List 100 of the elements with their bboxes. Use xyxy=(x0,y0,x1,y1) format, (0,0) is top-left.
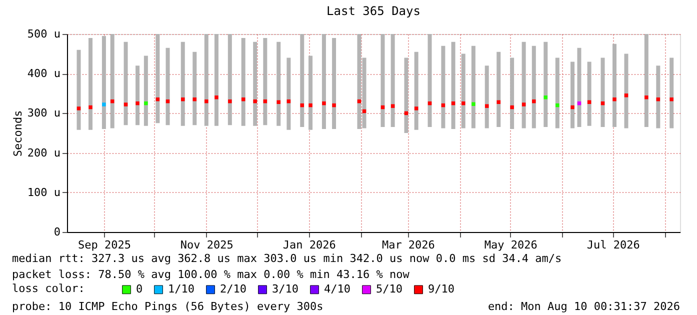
point xyxy=(88,105,92,110)
chart-title: Last 365 Days xyxy=(326,4,420,18)
bar xyxy=(522,42,526,128)
bar xyxy=(414,52,418,130)
x-tick-label: Mar 2026 xyxy=(382,238,435,252)
y-axis-title: Seconds xyxy=(11,110,24,157)
bar xyxy=(441,46,446,128)
bar xyxy=(404,58,408,133)
bar xyxy=(644,34,648,128)
point xyxy=(308,103,312,108)
point xyxy=(102,102,106,106)
x-tick-label: Nov 2025 xyxy=(180,238,234,252)
bar xyxy=(124,42,128,126)
bar xyxy=(136,66,140,126)
bar xyxy=(204,34,208,126)
bar xyxy=(428,34,432,128)
y-tick-label: 0 xyxy=(54,226,60,238)
bar xyxy=(510,58,514,130)
point xyxy=(414,106,418,110)
bar xyxy=(286,58,291,130)
bar xyxy=(670,58,674,128)
legend-label: 0 xyxy=(136,282,143,296)
bar xyxy=(624,54,628,128)
y-tick-label: 100 u xyxy=(27,186,60,199)
point xyxy=(612,97,616,102)
bar xyxy=(544,42,548,128)
bar xyxy=(532,46,536,128)
bar xyxy=(192,52,197,126)
bar xyxy=(577,48,582,128)
point xyxy=(510,105,514,110)
x-tick-label: Sep 2025 xyxy=(78,238,131,252)
point xyxy=(522,102,526,106)
text: end: Mon Aug 10 00:31:37 2026 xyxy=(488,300,680,313)
point xyxy=(496,100,500,104)
bar xyxy=(451,42,456,130)
text: probe: 10 ICMP Echo Pings (56 Bytes) every 300s xyxy=(12,300,324,313)
point xyxy=(670,97,674,102)
bar xyxy=(156,34,160,124)
bar xyxy=(253,42,258,126)
point xyxy=(124,102,128,106)
point xyxy=(390,104,395,108)
bar xyxy=(612,44,616,128)
bar xyxy=(308,56,313,130)
legend-label: 2/10 xyxy=(220,282,246,296)
point xyxy=(276,100,280,104)
bar xyxy=(300,34,304,128)
bar xyxy=(496,52,501,128)
point xyxy=(556,103,560,108)
point xyxy=(253,99,257,104)
bar xyxy=(263,38,268,126)
point xyxy=(144,101,148,106)
point xyxy=(532,99,536,104)
x-tick-label: Jan 2026 xyxy=(282,238,336,252)
y-tick-label: 200 u xyxy=(27,146,60,160)
x-tick-label: Jul 2026 xyxy=(586,238,640,252)
bar xyxy=(180,42,185,126)
bar xyxy=(166,48,170,126)
legend-label: 4/10 xyxy=(324,282,350,296)
point xyxy=(322,101,326,106)
point xyxy=(76,106,81,110)
bar xyxy=(102,36,106,130)
legend-label: 1/10 xyxy=(168,282,194,296)
point xyxy=(624,94,628,98)
point xyxy=(181,97,185,102)
bar xyxy=(214,34,218,126)
point xyxy=(332,103,336,108)
bar xyxy=(555,58,560,128)
bar xyxy=(110,34,114,128)
bar xyxy=(380,34,385,128)
point xyxy=(570,105,574,110)
point xyxy=(472,102,476,106)
x-tick-label: May 2026 xyxy=(484,238,538,252)
legend-title: loss color: xyxy=(12,282,85,295)
text: packet loss: 78.50 % avg 100.00 % max 0.00 % min 43.16 % now xyxy=(12,268,410,281)
bar xyxy=(461,54,466,128)
bar xyxy=(241,38,246,126)
point xyxy=(136,101,140,106)
point xyxy=(228,99,232,104)
y-tick-label: 400 u xyxy=(27,67,60,80)
bar xyxy=(390,34,395,128)
bar xyxy=(88,38,93,130)
text: median rtt: 327.3 us avg 362.8 us max 303.0 us min 342.0 us now 0.0 ms sd 34.4 am/s xyxy=(12,252,562,265)
bar xyxy=(656,66,660,128)
bar xyxy=(587,62,592,126)
bar xyxy=(471,46,476,128)
point xyxy=(214,95,218,100)
bar xyxy=(484,66,489,128)
bar xyxy=(144,56,148,126)
bar xyxy=(600,58,605,128)
legend-label: 3/10 xyxy=(272,282,298,296)
y-tick-label: 500 u xyxy=(27,28,60,40)
bar xyxy=(332,38,336,130)
bar xyxy=(276,42,281,126)
point xyxy=(484,104,489,108)
legend-label: 9/10 xyxy=(428,282,454,296)
bar xyxy=(322,34,326,130)
bar xyxy=(228,34,232,126)
bar xyxy=(76,50,81,130)
point xyxy=(587,100,592,104)
point xyxy=(204,99,208,104)
